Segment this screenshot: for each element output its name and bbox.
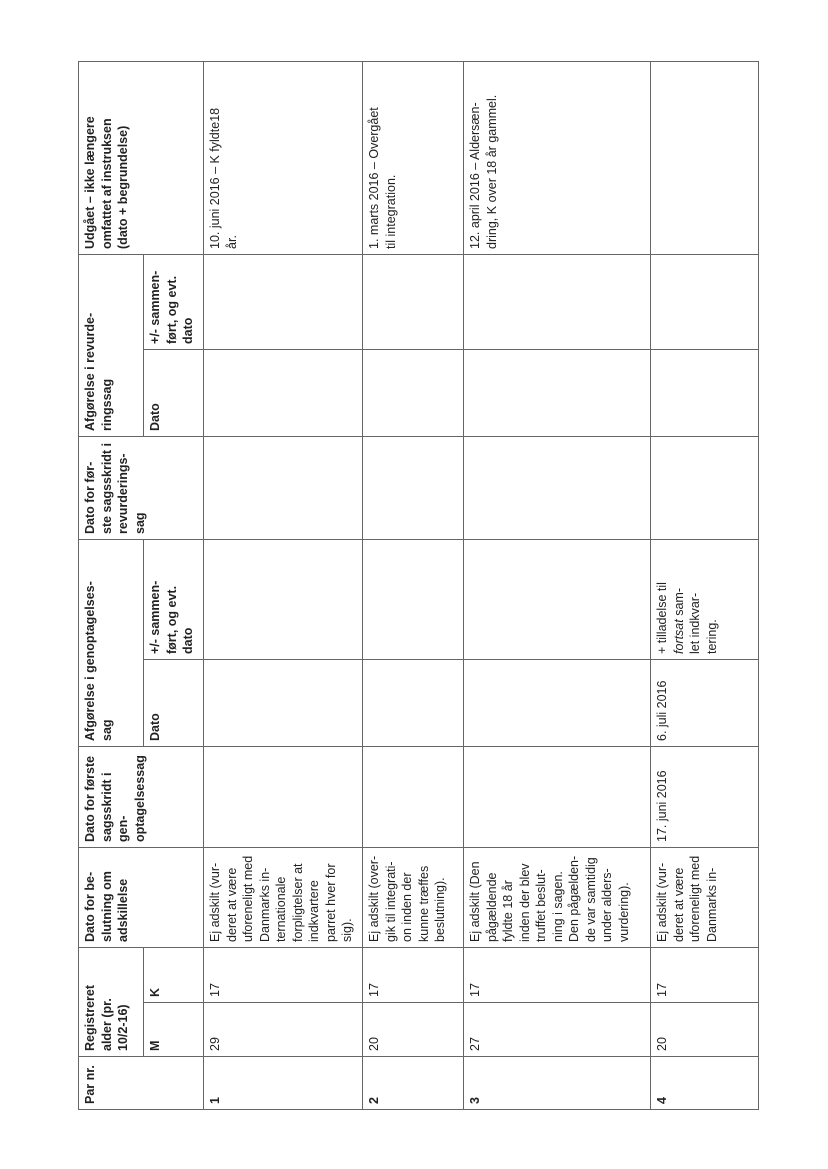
header-m: M (143, 1002, 204, 1057)
cell-decision: Ej adskilt (Den pågældende fyldte 18 år … (463, 847, 651, 948)
table-row: 3 27 17 Ej adskilt (Den pågældende fyldt… (463, 61, 651, 1110)
header-row: Par nr. Registreret alder (pr. 10/2-16) … (78, 61, 204, 1110)
cell-first-step-review (203, 436, 363, 540)
cell-k: 17 (463, 947, 651, 1003)
cell-reopening-merged: + tilladelse til fortsat sam- let indkva… (650, 539, 759, 660)
pairs-table: Par nr. Registreret alder (pr. 10/2-16) … (78, 61, 759, 1110)
cell-expired: 10. juni 2016 – K fyldte18 år. (203, 61, 363, 255)
cell-first-step-review (650, 436, 759, 540)
merged-text-a: + tilladelse til (655, 582, 669, 654)
cell-m: 20 (362, 1002, 464, 1057)
cell-reopening-merged (463, 539, 651, 660)
cell-first-step-reopening (203, 746, 363, 848)
cell-m: 27 (463, 1002, 651, 1057)
cell-first-step-reopening (463, 746, 651, 848)
header-registered-age: Registreret alder (pr. 10/2-16) (78, 947, 144, 1057)
cell-par-nr: 1 (203, 1056, 363, 1110)
header-reopening-date: Dato (143, 659, 204, 747)
header-first-step-reopening: Dato for første sagsskridt i gen- optage… (78, 746, 204, 848)
cell-first-step-reopening: 17. juni 2016 (650, 746, 759, 848)
cell-k: 17 (362, 947, 464, 1003)
cell-expired: 12. april 2016 – Aldersæn- dring, K over… (463, 61, 651, 255)
cell-decision: Ej adskilt (vur- deret at være uforeneli… (650, 847, 759, 948)
cell-decision: Ej adskilt (vur- deret at være uforeneli… (203, 847, 363, 948)
header-review-merged: +/- sammen- ført, og evt. dato (143, 254, 204, 350)
cell-par-nr: 2 (362, 1056, 464, 1110)
cell-m: 29 (203, 1002, 363, 1057)
header-reopening-merged: +/- sammen- ført, og evt. dato (143, 539, 204, 660)
table-row: 1 29 17 Ej adskilt (vur- deret at være u… (203, 61, 363, 1110)
table-row: 4 20 17 Ej adskilt (vur- deret at være u… (650, 61, 759, 1110)
header-reopening-decision: Afgørelse i genoptagelses- sag (78, 539, 144, 747)
header-first-step-review: Dato for før- ste sagsskridt i revurderi… (78, 436, 204, 540)
merged-text-italic: fortsat (671, 619, 686, 654)
cell-review-merged (463, 254, 651, 350)
cell-expired: 1. marts 2016 – Overgået til integration… (362, 61, 464, 255)
header-k: K (143, 947, 204, 1003)
cell-review-merged (650, 254, 759, 350)
cell-review-merged (203, 254, 363, 350)
table-row: 2 20 17 Ej adskilt (over- gik til integr… (362, 61, 464, 1110)
cell-review-merged (362, 254, 464, 350)
cell-reopening-date: 6. juli 2016 (650, 659, 759, 747)
header-expired: Udgået – ikke længere omfattet af instru… (78, 61, 204, 255)
cell-review-date (463, 349, 651, 437)
header-review-decision: Afgørelse i revurde- ringssag (78, 254, 144, 437)
rotated-document-page: Par nr. Registreret alder (pr. 10/2-16) … (78, 61, 759, 1110)
header-review-date: Dato (143, 349, 204, 437)
cell-k: 17 (650, 947, 759, 1003)
cell-reopening-date (362, 659, 464, 747)
cell-first-step-review (362, 436, 464, 540)
header-decision-date: Dato for be- slutning om adskillelse (78, 847, 204, 948)
cell-expired (650, 61, 759, 255)
cell-first-step-reopening (362, 746, 464, 848)
cell-review-date (362, 349, 464, 437)
cell-par-nr: 3 (463, 1056, 651, 1110)
cell-reopening-date (463, 659, 651, 747)
cell-decision: Ej adskilt (over- gik til integrati- on … (362, 847, 464, 948)
header-par-nr: Par nr. (78, 1056, 204, 1110)
cell-par-nr: 4 (650, 1056, 759, 1110)
cell-m: 20 (650, 1002, 759, 1057)
cell-review-date (203, 349, 363, 437)
cell-reopening-merged (362, 539, 464, 660)
cell-reopening-merged (203, 539, 363, 660)
cell-reopening-date (203, 659, 363, 747)
cell-k: 17 (203, 947, 363, 1003)
cell-first-step-review (463, 436, 651, 540)
cell-review-date (650, 349, 759, 437)
